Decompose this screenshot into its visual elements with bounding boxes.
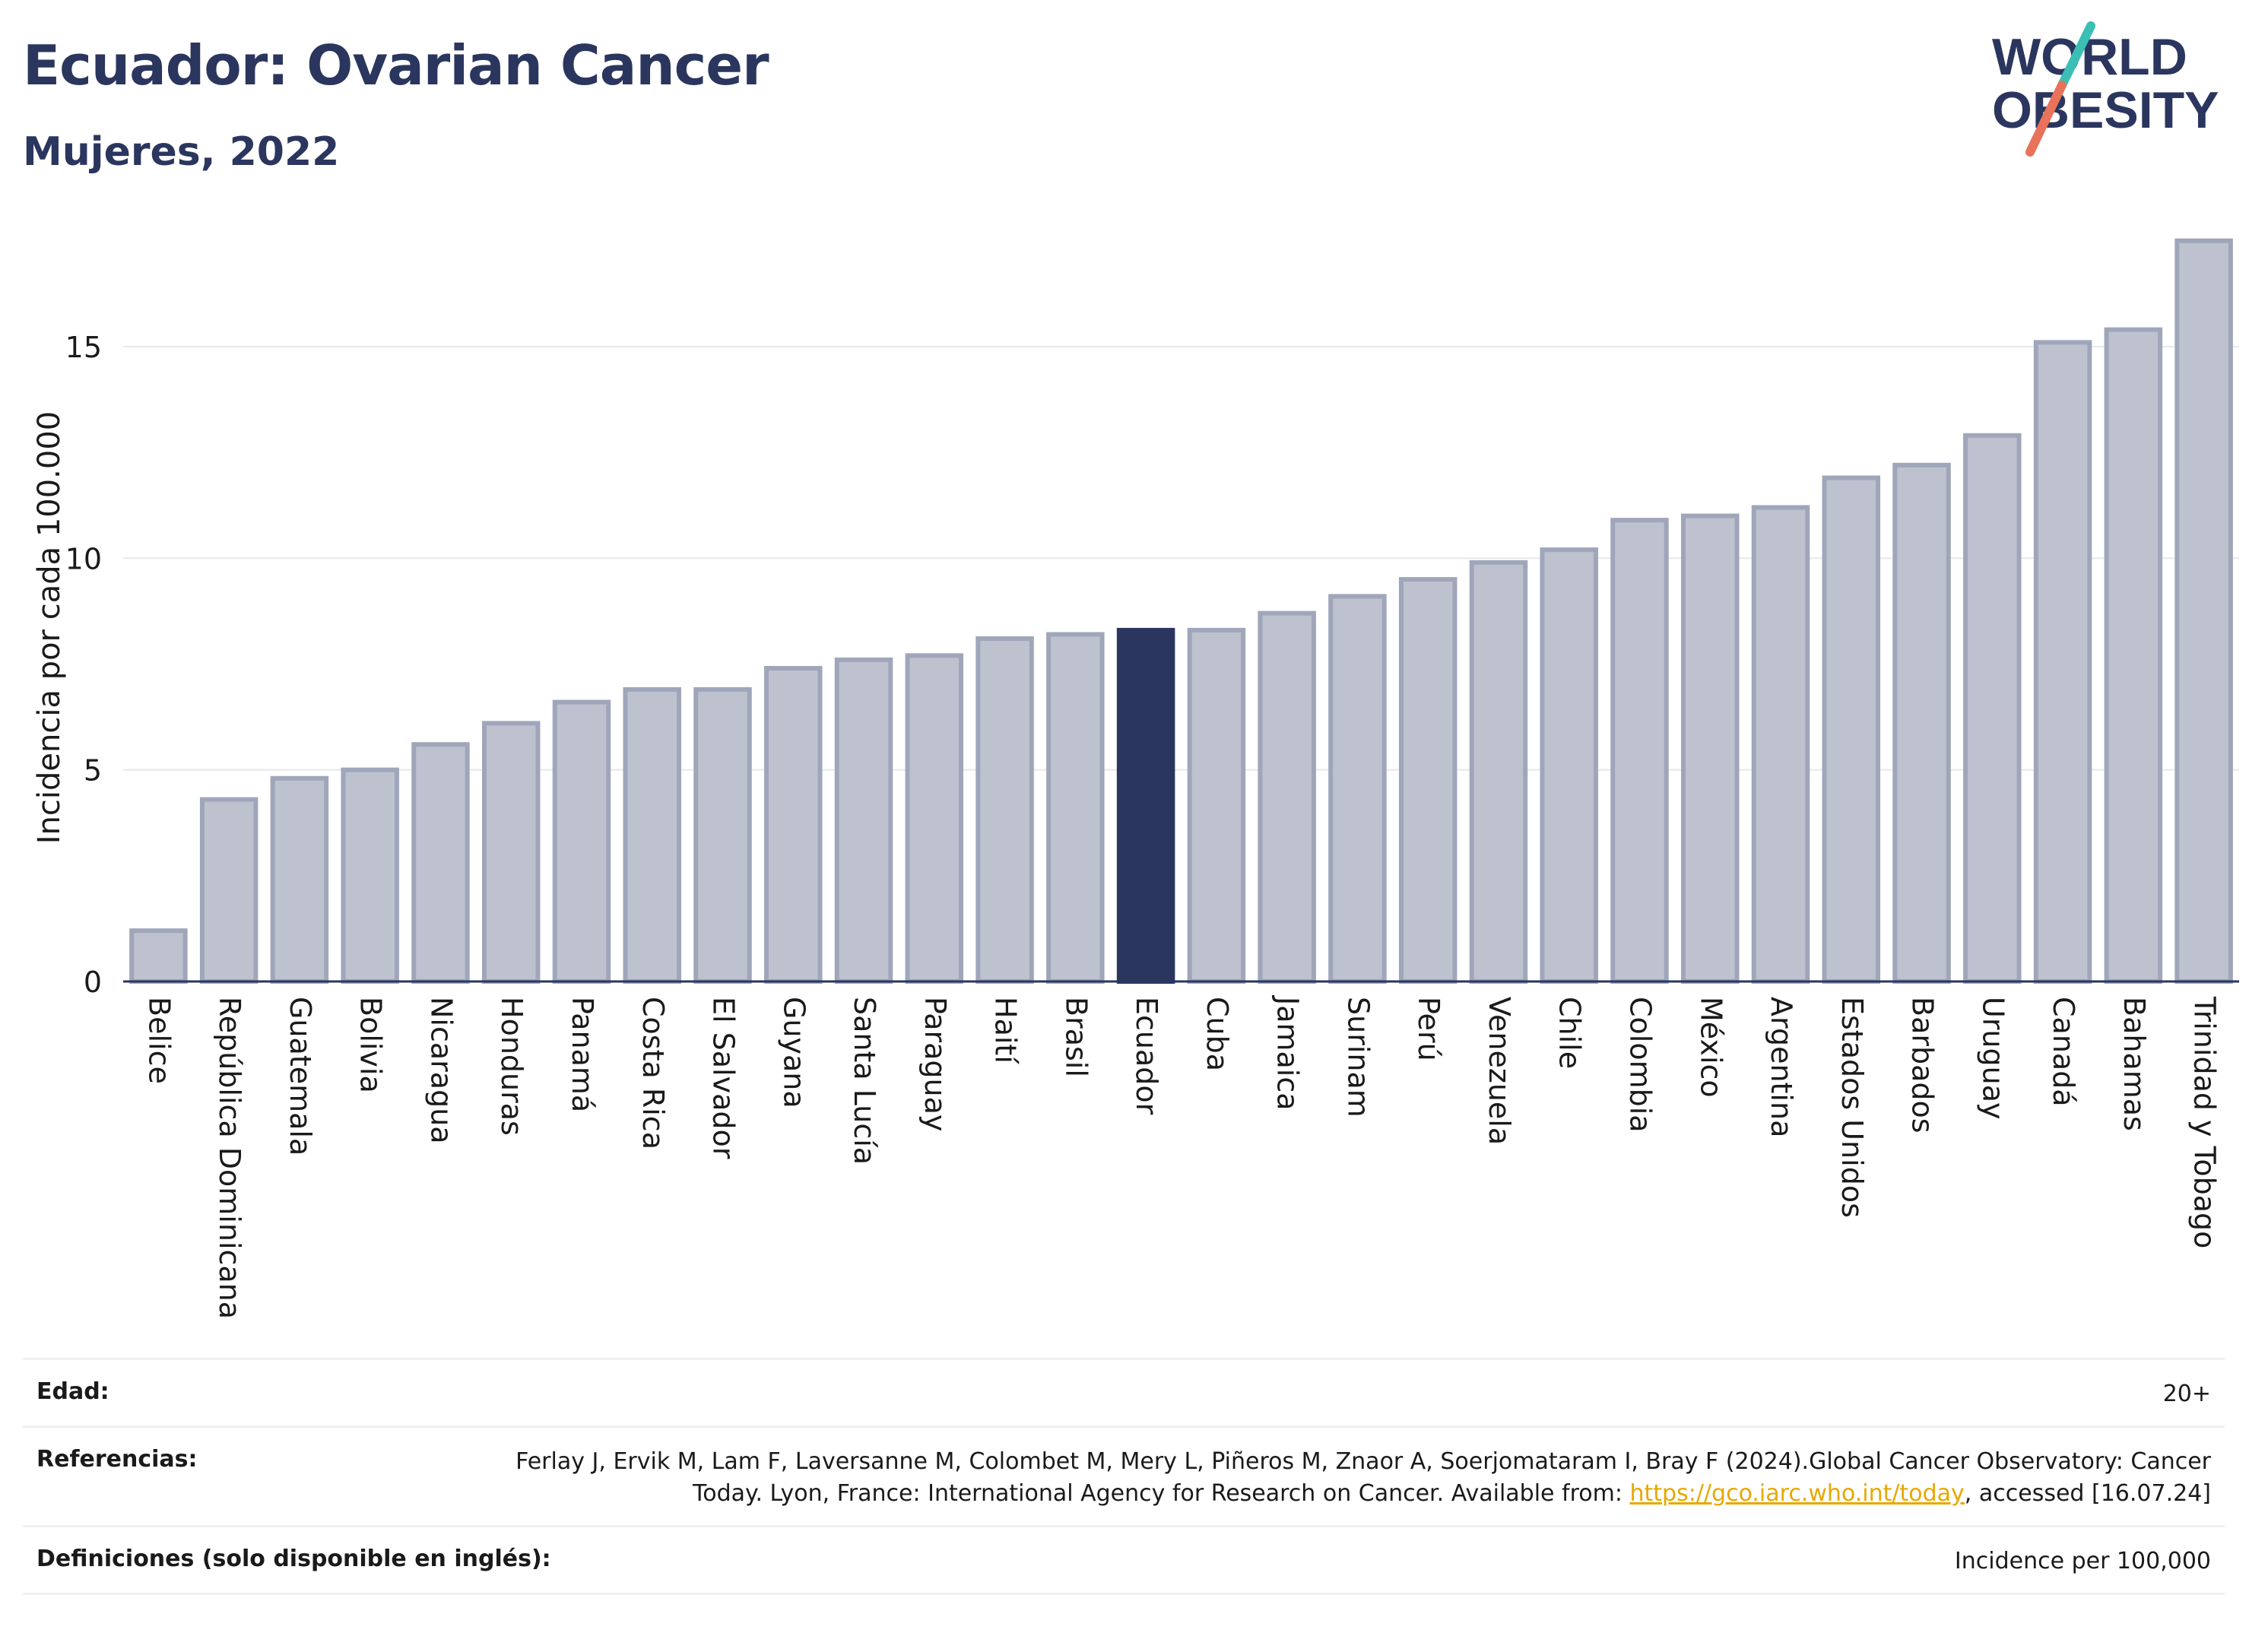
x-tick-label: Uruguay (1976, 997, 2010, 1120)
x-tick-label: Trinidad y Tobago (2188, 996, 2222, 1248)
bar-barbados (1892, 462, 1951, 984)
x-tick-label: México (1694, 997, 1727, 1098)
bar-perú (1398, 577, 1458, 984)
bar-trinidad-y-tobago (2174, 238, 2233, 984)
x-tick-label: Bolivia (354, 997, 388, 1093)
x-tick-label: República Dominicana (213, 997, 246, 1319)
x-tick-label: Guatemala (284, 997, 317, 1156)
bar-argentina (1751, 505, 1810, 984)
x-tick-label: Honduras (495, 997, 528, 1136)
x-tick-label: Paraguay (918, 997, 952, 1131)
bar-honduras (481, 721, 541, 984)
x-tick-label: Haití (989, 997, 1023, 1064)
bar-haití (975, 636, 1034, 984)
bar-chart: 0 5 10 15 Incidencia por cada 100.000 Belice R… (32, 238, 2239, 1319)
x-tick-label: Surinam (1341, 997, 1375, 1118)
references-text: Ferlay J, Ervik M, Lam F, Laversanne M, … (515, 1448, 2211, 1507)
bar-brasil (1046, 632, 1105, 984)
age-row: Edad: 20+ (23, 1358, 2225, 1425)
references-row: Referencias: Ferlay J, Ervik M, Lam F, L… (23, 1425, 2225, 1525)
bar-venezuela (1469, 560, 1528, 984)
bar-república-dominicana (199, 797, 259, 984)
bar-nicaragua (411, 742, 470, 984)
bar-méxico (1680, 513, 1740, 984)
bar-canadá (2033, 340, 2092, 984)
x-tick-label: Colombia (1623, 997, 1657, 1133)
x-tick-label: Brasil (1059, 997, 1093, 1077)
references-link[interactable]: https://gco.iarc.who.int/today (1629, 1480, 1965, 1507)
x-tick-label: Barbados (1906, 997, 1940, 1134)
bar-colombia (1610, 518, 1669, 984)
x-tick-label: Costa Rica (636, 997, 670, 1149)
definitions-value: Incidence per 100,000 (1954, 1548, 2211, 1574)
bar-jamaica (1258, 610, 1316, 984)
chart-subtitle: Mujeres, 2022 (23, 129, 340, 175)
x-tick-label: Chile (1553, 997, 1587, 1069)
info-table: Edad: 20+ Referencias: Ferlay J, Ervik M… (23, 1358, 2225, 1595)
age-label: Edad: (36, 1378, 109, 1405)
x-tick-label: Argentina (1765, 997, 1798, 1137)
world-obesity-logo: WORLD OBESITY (1992, 21, 2219, 157)
bar-ecuador (1116, 627, 1175, 984)
x-tick-label: Guyana (777, 997, 810, 1108)
x-tick-label: Belice (142, 997, 176, 1084)
y-tick-label: 15 (65, 331, 102, 364)
y-tick-label: 10 (65, 542, 102, 576)
references-tail: , accessed [16.07.24] (1964, 1480, 2211, 1507)
x-tick-label: El Salvador (707, 997, 741, 1159)
logo-slash-coral (2025, 81, 2067, 157)
x-tick-label: Ecuador (1130, 997, 1163, 1115)
definitions-row: Definiciones (solo disponible en inglés)… (23, 1525, 2225, 1595)
x-tick-label: Jamaica (1271, 995, 1305, 1111)
y-tick-label: 5 (84, 754, 102, 788)
chart-title: Ecuador: Ovarian Cancer (23, 33, 769, 97)
x-tick-label: Perú (1412, 997, 1445, 1061)
references-label: Referencias: (36, 1446, 198, 1473)
bar-el-salvador (693, 686, 752, 984)
bar-surinam (1328, 594, 1387, 984)
bar-panamá (552, 699, 611, 984)
x-tick-label: Panamá (566, 997, 599, 1112)
bar-bahamas (2104, 327, 2163, 984)
bar-guyana (764, 666, 823, 984)
x-tick-label: Estados Unidos (1835, 997, 1869, 1218)
logo-slash-teal (2057, 21, 2095, 90)
bar-costa-rica (623, 686, 682, 984)
bar-cuba (1187, 627, 1246, 984)
bar-estados-unidos (1822, 475, 1881, 984)
references-value: Ferlay J, Ervik M, Lam F, Laversanne M, … (508, 1446, 2211, 1510)
bar-guatemala (270, 775, 329, 984)
logo-text-obesity: OBESITY (1992, 81, 2219, 139)
bar-belice (129, 928, 188, 985)
x-tick-label: Nicaragua (424, 997, 458, 1144)
bar-uruguay (1963, 433, 2022, 984)
bar-chile (1540, 547, 1598, 984)
x-tick-label: Bahamas (2117, 997, 2151, 1131)
age-value: 20+ (2162, 1381, 2211, 1407)
x-tick-label: Canadá (2047, 997, 2080, 1107)
bar-santa-lucía (834, 657, 893, 984)
y-axis-title: Incidencia por cada 100.000 (32, 411, 67, 845)
definitions-label: Definiciones (solo disponible en inglés)… (36, 1546, 551, 1572)
bar-paraguay (905, 653, 964, 984)
y-tick-label: 0 (84, 966, 102, 999)
x-tick-label: Cuba (1201, 997, 1234, 1071)
x-tick-label: Santa Lucía (848, 997, 881, 1165)
x-tick-label: Venezuela (1483, 997, 1516, 1145)
bar-bolivia (341, 767, 399, 984)
